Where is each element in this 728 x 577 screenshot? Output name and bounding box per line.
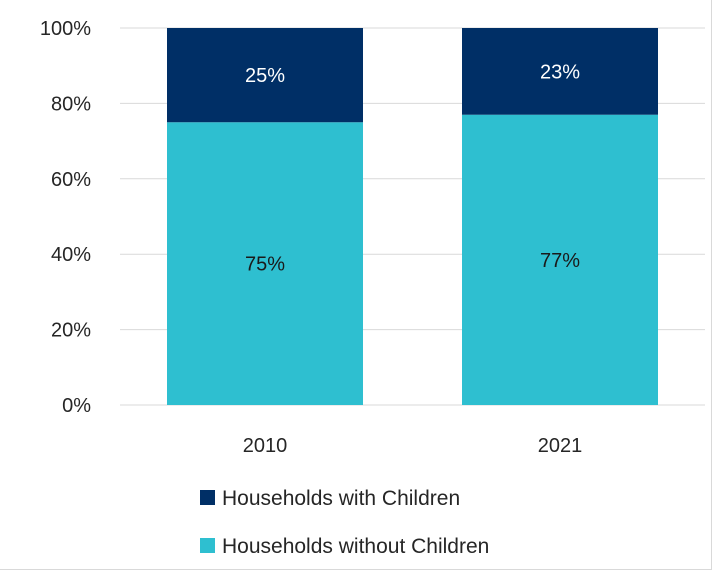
bar-segment bbox=[462, 28, 658, 115]
y-tick-label: 0% bbox=[62, 395, 91, 417]
data-label: 75% bbox=[245, 254, 285, 276]
y-tick-label: 100% bbox=[40, 18, 91, 40]
bar-segment bbox=[167, 122, 363, 405]
y-tick-label: 80% bbox=[51, 93, 91, 115]
legend-label: Households with Children bbox=[222, 487, 460, 510]
bar-segment bbox=[167, 28, 363, 123]
legend-swatch bbox=[200, 490, 215, 505]
x-tick-label: 2021 bbox=[538, 435, 583, 457]
y-tick-label: 60% bbox=[51, 169, 91, 191]
legend-swatch bbox=[200, 538, 215, 553]
y-tick-label: 40% bbox=[51, 244, 91, 266]
chart-frame bbox=[0, 0, 712, 570]
data-label: 23% bbox=[540, 61, 580, 83]
bar-segment bbox=[462, 114, 658, 406]
data-label: 77% bbox=[540, 250, 580, 272]
legend-label: Households without Children bbox=[222, 535, 489, 558]
data-label: 25% bbox=[245, 65, 285, 87]
x-tick-label: 2010 bbox=[243, 435, 288, 457]
y-tick-label: 20% bbox=[51, 320, 91, 342]
